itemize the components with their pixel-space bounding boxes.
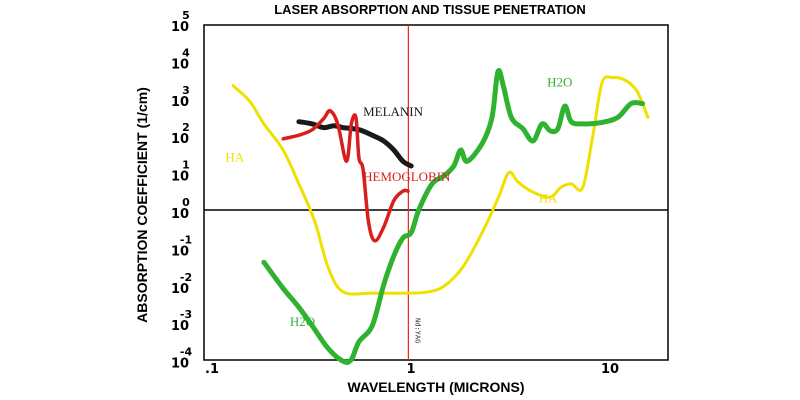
y-tick-exp-8: -3 (180, 308, 192, 321)
y-tick-base-8: 10 (171, 319, 189, 334)
vertical-line-label: Nd:YAG (413, 318, 421, 343)
y-tick-exp-4: 1 (182, 159, 190, 172)
series-labels: HA HA H2O H2O HEMOGLOBIN MELANIN (225, 75, 572, 330)
y-tick-exp-7: -2 (180, 271, 192, 284)
plot-frame (203, 24, 669, 361)
y-tick-base-9: 10 (171, 357, 189, 372)
series-line-hemoglobin (281, 108, 410, 243)
series-label-h2o-0: H2O (547, 75, 572, 90)
y-tick-base-6: 10 (171, 244, 189, 259)
series-label-ha-0: HA (225, 149, 244, 164)
y-axis-label: ABSORPTION COEFFICIENT (1/cm) (134, 87, 150, 323)
x-tick-label-1: 1 (406, 362, 415, 377)
y-tick-base-7: 10 (171, 282, 189, 297)
y-tick-exp-2: 3 (182, 84, 190, 97)
series-label-hemoglobin-0: HEMOGLOBIN (363, 169, 451, 184)
y-tick-base-4: 10 (171, 170, 189, 185)
y-tick-base-1: 10 (171, 57, 189, 72)
y-tick-exp-5: 0 (182, 196, 190, 209)
chart-title: LASER ABSORPTION AND TISSUE PENETRATION (274, 2, 586, 17)
y-tick-base-0: 10 (171, 20, 189, 35)
y-tick-exp-1: 4 (182, 46, 190, 59)
series-line-h2o (261, 68, 646, 365)
series-line-ha (231, 75, 650, 296)
y-tick-base-3: 10 (171, 132, 189, 147)
y-tick-exp-3: 2 (182, 121, 190, 134)
y-tick-exp-6: -1 (180, 233, 192, 246)
y-tick-exp-9: -4 (180, 346, 193, 359)
x-tick-label-2: 10 (601, 362, 619, 377)
series-line-melanin (296, 119, 414, 169)
series-lines: Nd:YAG (204, 25, 668, 365)
x-axis-label: WAVELENGTH (MICRONS) (347, 379, 524, 395)
y-tick-base-2: 10 (171, 95, 189, 110)
series-label-ha-1: HA (539, 190, 558, 205)
y-tick-exp-0: 5 (182, 9, 190, 22)
x-tick-label-0: .1 (205, 362, 219, 377)
y-tick-base-5: 10 (171, 207, 189, 222)
series-label-h2o-1: H2O (290, 314, 315, 329)
series-label-melanin-0: MELANIN (363, 104, 424, 119)
